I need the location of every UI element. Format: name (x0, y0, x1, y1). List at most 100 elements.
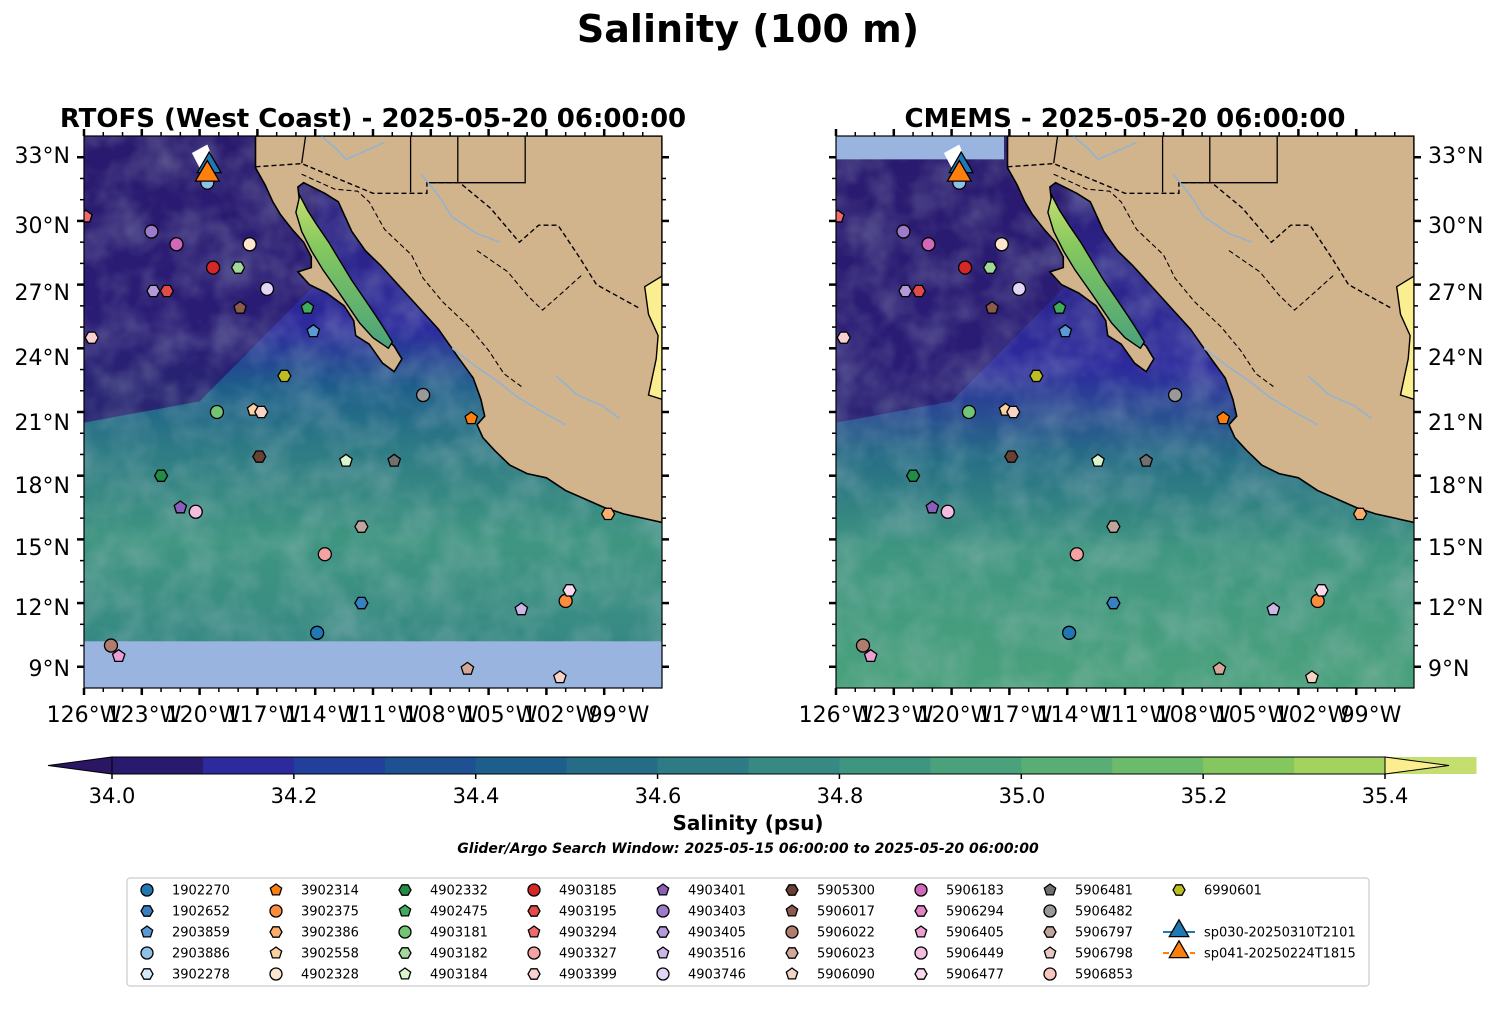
x-tick-label: 120°W (166, 703, 241, 728)
float-marker (159, 284, 175, 298)
float-marker (925, 500, 940, 514)
river (1172, 173, 1253, 243)
state-border (301, 136, 307, 164)
legend-label: sp030-20250310T2101 (1204, 926, 1356, 941)
x-tick-label: 117°W (978, 703, 1053, 728)
legend-label: 4902328 (301, 968, 359, 983)
float-marker (153, 469, 169, 482)
y-tick-label: 12°N (15, 596, 70, 621)
x-tick-label: 114°W (285, 703, 360, 728)
colorbar-tick-label: 34.4 (453, 784, 500, 808)
state-border (1053, 136, 1059, 164)
legend-marker (656, 967, 670, 981)
legend-marker (527, 946, 541, 960)
legend-label: 3902278 (172, 968, 230, 983)
legend-marker (398, 884, 412, 896)
country-border (255, 162, 640, 309)
float-marker (1212, 661, 1227, 675)
float-marker (911, 284, 927, 298)
y-axis-left-ticks: 9°N 12°N 15°N 18°N 21°N 24°N 27°N 30°N 3… (15, 144, 70, 682)
legend-label: 5906797 (1075, 926, 1133, 941)
colorbar-segment (293, 757, 386, 774)
figure-title: Salinity (100 m) (577, 7, 919, 51)
float-marker (354, 596, 369, 610)
y-tick-label: 9°N (29, 657, 70, 682)
state-border (1178, 136, 1278, 184)
river (1203, 347, 1319, 426)
colorbar-tick-label: 34.0 (89, 784, 136, 808)
y-tick-label: 18°N (15, 474, 70, 499)
legend-marker (140, 946, 154, 960)
legend-label: 4902332 (430, 884, 488, 899)
colorbar-segment (748, 757, 841, 774)
y-tick-label: 15°N (15, 536, 70, 561)
float-marker (1061, 625, 1077, 640)
legend-label: 3902314 (301, 884, 359, 899)
legend-marker (1172, 884, 1186, 896)
float-marker (562, 584, 577, 597)
float-marker (242, 237, 257, 252)
colorbar-outline (111, 756, 1386, 775)
legend-label: 4903184 (430, 968, 488, 983)
x-axis-left-ticks: 126°W 123°W 120°W 117°W 114°W 111°W 108°… (47, 703, 650, 728)
legend-marker (656, 946, 670, 959)
legend-marker (1043, 926, 1057, 938)
legend-marker (1043, 883, 1057, 896)
state-border (1053, 173, 1274, 387)
float-marker (1106, 596, 1121, 610)
legend-marker (785, 967, 799, 980)
float-marker (277, 369, 292, 383)
map-panel-cmems (836, 136, 1414, 688)
float-marker (1216, 411, 1231, 425)
legend-label: 4903399 (559, 968, 617, 983)
x-axis-right-ticks: 126°W 123°W 120°W 117°W 114°W 111°W 108°… (799, 703, 1402, 728)
y-tick-label: 12°N (1428, 596, 1483, 621)
y-tick-label: 18°N (1428, 474, 1483, 499)
legend-label: 4903516 (688, 947, 746, 962)
y-tick-label: 24°N (15, 346, 70, 371)
legend-label: 2903886 (172, 947, 230, 962)
legend-marker (914, 946, 928, 960)
state-border (426, 136, 526, 184)
colorbar-segment (1203, 757, 1295, 774)
y-tick-label: 21°N (15, 411, 70, 436)
land-mexico (1006, 136, 1414, 524)
gulf-of-california-water (1047, 193, 1146, 350)
float-marker (1006, 405, 1021, 419)
float-marker (188, 504, 203, 519)
float-marker (1058, 323, 1073, 338)
river (1307, 375, 1373, 420)
float-marker (921, 237, 936, 252)
float-marker (552, 670, 567, 684)
float-marker (230, 261, 246, 274)
y-tick-label: 30°N (15, 214, 70, 239)
legend-label: 5906183 (946, 884, 1004, 899)
x-tick-label: 108°W (1156, 703, 1231, 728)
legend-marker (269, 967, 283, 981)
colorbar-segment (475, 757, 568, 774)
colorbar-tick-label: 34.8 (817, 784, 864, 808)
float-marker (354, 520, 369, 533)
legend-marker (1168, 918, 1190, 938)
state-border (301, 173, 522, 387)
float-marker (254, 405, 269, 419)
legend-label: sp041-20250224T1815 (1204, 947, 1356, 962)
float-marker (863, 648, 878, 663)
x-tick-label: 99°W (1341, 703, 1402, 728)
colorbar-extend-min (47, 756, 113, 775)
legend-marker (785, 904, 799, 917)
legend-marker (527, 968, 541, 980)
colorbar-tick-label: 34.2 (271, 784, 318, 808)
float-marker (309, 625, 325, 640)
colorbar-segment (839, 757, 931, 774)
x-tick-label: 117°W (226, 703, 301, 728)
legend-label: 4903182 (430, 947, 488, 962)
x-tick-label: 99°W (589, 703, 650, 728)
float-marker (1004, 450, 1019, 463)
legend-marker (398, 904, 412, 917)
map-panel-rtofs (84, 136, 662, 688)
float-marker (961, 404, 977, 420)
y-tick-label: 33°N (15, 144, 70, 169)
legend-label: 4903294 (559, 926, 617, 941)
legend-marker (269, 926, 283, 938)
